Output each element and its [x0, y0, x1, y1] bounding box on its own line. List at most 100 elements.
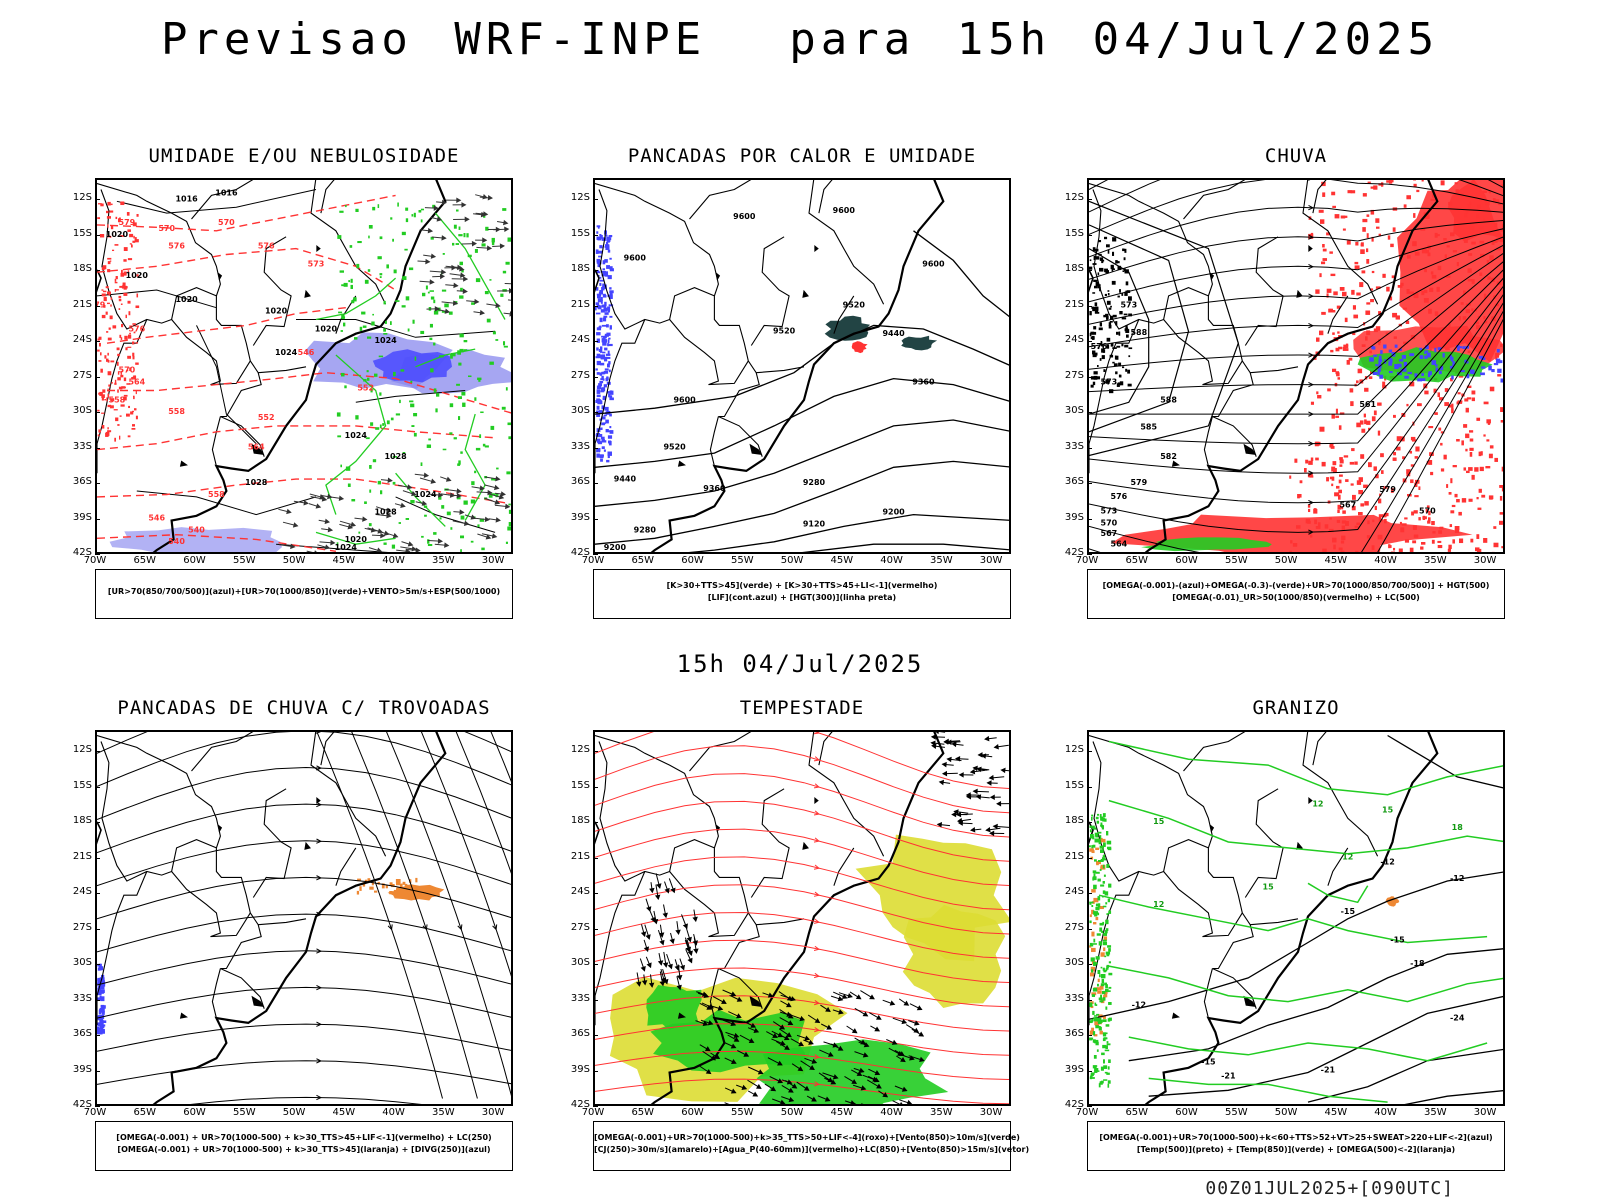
lat-tick-label: 18S [1064, 815, 1084, 827]
lon-tick-label: 65W [133, 1107, 157, 1118]
contour-label: 1020 [315, 324, 338, 333]
lon-tick-label: 35W [1424, 1107, 1447, 1118]
legend-line: [UR>70(850/700/500)](azul)+[UR>70(1000/8… [107, 587, 501, 596]
temp850-contour [1098, 740, 1503, 1103]
country-border [718, 967, 763, 1009]
map-frame: 9600 9600 9600 9600 9520 9520 9440 9360 9600 9520… [593, 178, 1011, 554]
contour-label: 570 [158, 224, 175, 233]
contour-label: 15 [1263, 882, 1275, 891]
contour-label: 585 [1140, 423, 1157, 432]
contour-label: 1024 [345, 431, 368, 440]
contour-label: -21 [1321, 1066, 1336, 1075]
lon-tick-label: 30W [979, 1107, 1003, 1118]
lat-tick [593, 1070, 598, 1072]
lat-tick [593, 341, 598, 343]
contour-label: 1024 [414, 490, 437, 499]
lon-tick-label: 55W [730, 1107, 754, 1118]
lat-tick [593, 447, 598, 449]
lat-tick-label: 39S [72, 511, 92, 523]
lon-tick-label: 60W [1175, 555, 1198, 566]
lat-tick-label: 39S [570, 1063, 590, 1075]
contour-label: 15 [1153, 817, 1165, 826]
lon-tick-label: 40W [880, 1107, 903, 1118]
lake [1243, 995, 1257, 1008]
lat-tick-label: 24S [1064, 334, 1084, 346]
contour-label: 9120 [803, 519, 826, 528]
lat-tick [95, 447, 100, 449]
country-border [1312, 180, 1327, 214]
lat-tick-label: 27S [570, 921, 590, 933]
country-border [598, 741, 715, 882]
lat-tick [593, 234, 598, 236]
lon-tick-label: 55W [1224, 555, 1248, 566]
mid-title: 15h 04/Jul/2025 [676, 650, 924, 678]
contour-label: 9360 [703, 484, 726, 493]
country-border [709, 416, 719, 467]
lat-tick [593, 999, 598, 1001]
contour-label: 1028 [384, 452, 407, 461]
country-border [171, 871, 251, 938]
country-border [335, 847, 357, 886]
lon-tick-label: 50W [1274, 555, 1298, 566]
contour-label: 1020 [106, 230, 129, 239]
lat-tick [593, 518, 598, 520]
contour-label: 9600 [833, 206, 856, 215]
country-border [598, 189, 715, 330]
ur-blue-core [372, 349, 452, 383]
lon-tick-label: 55W [232, 1107, 256, 1118]
country-border [833, 295, 855, 334]
lake [1243, 443, 1257, 456]
temp850-contour-dense [1089, 813, 1113, 1088]
lon-tick-label: 50W [780, 555, 804, 566]
contour-label: 573 [1101, 378, 1118, 387]
lat-tick-label: 27S [1064, 369, 1084, 381]
country-border [1163, 319, 1243, 386]
contour-label: 576 [1091, 342, 1108, 351]
lat-tick [95, 964, 100, 966]
contour-label: 579 [1130, 478, 1147, 487]
contour-label: 1020 [265, 307, 288, 316]
lat-tick [1087, 270, 1092, 272]
country-border [595, 182, 760, 418]
contour-label: 546 [148, 514, 165, 523]
country-border [689, 732, 752, 772]
country-border [818, 732, 833, 766]
country-border [310, 732, 387, 857]
lat-tick [95, 1070, 100, 1072]
lake [802, 841, 809, 850]
lat-tick [95, 305, 100, 307]
lat-tick-label: 42S [1064, 547, 1084, 558]
lon-tick-label: 60W [681, 555, 704, 566]
contour-label: 576 [258, 242, 275, 251]
legend-line: [OMEGA(-0.001) + UR>70(1000-500) + k>30_… [116, 1133, 492, 1142]
map-frame [593, 730, 1011, 1106]
lake [814, 797, 819, 805]
contour-label: 558 [168, 407, 185, 416]
lon-tick-label: 30W [481, 1107, 505, 1118]
coastline [152, 180, 447, 552]
lat-tick [1087, 999, 1092, 1001]
country-border [310, 180, 387, 305]
wind850-vector [695, 989, 925, 1104]
kt-green-area [901, 335, 938, 351]
country-border [756, 918, 805, 926]
lat-tick-label: 36S [1064, 476, 1084, 488]
lat-tick-label: 21S [72, 850, 92, 862]
lon-tick-label: 70W [1075, 1107, 1099, 1118]
jet250-yellow [902, 904, 1006, 1008]
map-plot: -15 -12 -12 -15 -18 -12 -15 -21 -21 -24 15 12 12 18 12… [1089, 732, 1503, 1104]
temp500-contour [1089, 734, 1503, 1104]
lat-tick-label: 12S [1064, 192, 1084, 204]
lat-tick [593, 376, 598, 378]
lon-tick-label: 35W [432, 1107, 455, 1118]
lat-tick [95, 270, 100, 272]
contour-label: 573 [1120, 301, 1137, 310]
contour-label: 570 [119, 366, 136, 375]
lat-tick-label: 39S [72, 1063, 92, 1075]
lon-tick-label: 65W [1125, 555, 1149, 566]
lon-tick-label: 40W [1374, 1107, 1397, 1118]
lat-tick-label: 18S [1064, 263, 1084, 275]
contour-label: 9200 [882, 508, 905, 517]
lat-tick [95, 822, 100, 824]
lat-tick [95, 483, 100, 485]
